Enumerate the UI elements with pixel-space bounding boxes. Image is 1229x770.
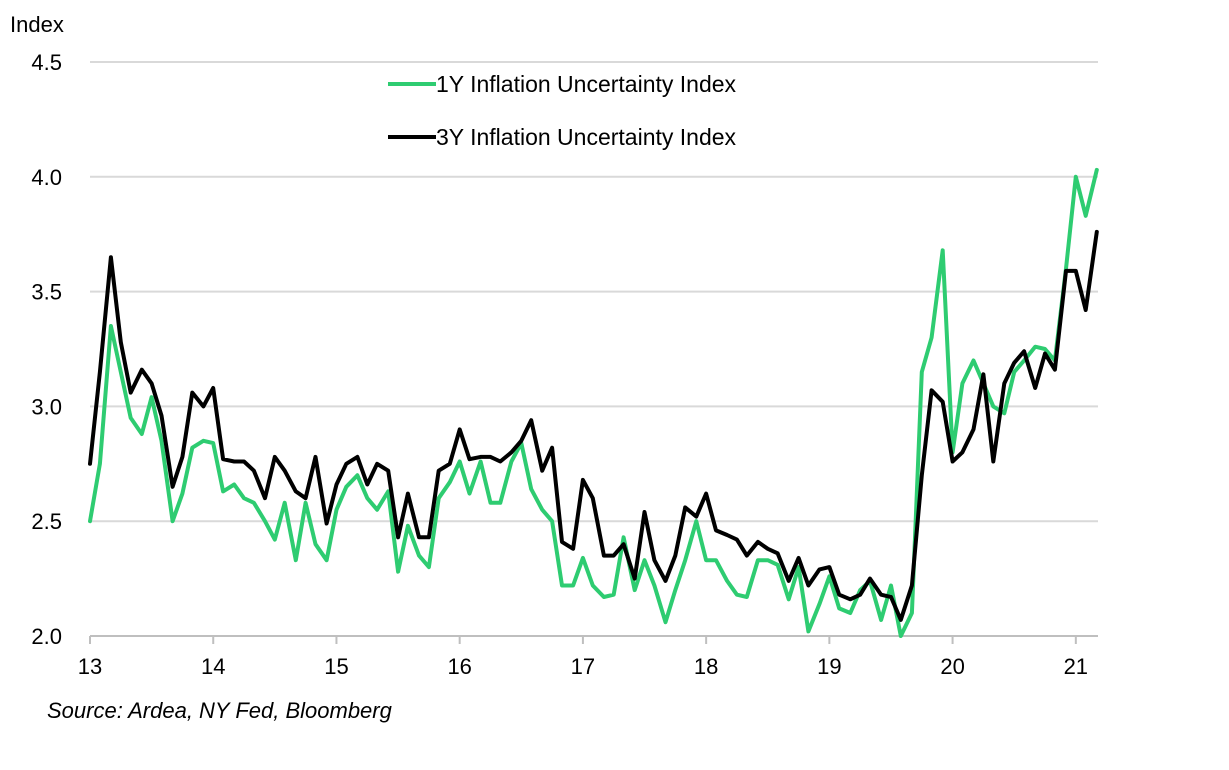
x-tick-label: 18 [694,654,718,679]
y-axis-ticks: 2.0 2.5 3.0 3.5 4.0 4.5 [31,50,62,649]
y-tick-label: 2.0 [31,624,62,649]
y-tick-label: 2.5 [31,509,62,534]
y-tick-label: 3.0 [31,394,62,419]
legend-label-1y: 1Y Inflation Uncertainty Index [436,71,737,97]
series-line-3y [88,229,1099,622]
x-tick-label: 15 [324,654,348,679]
x-tick-label: 16 [447,654,471,679]
y-tick-label: 4.5 [31,50,62,75]
y-tick-label: 4.0 [31,165,62,190]
series-lines [88,167,1099,638]
legend: 1Y Inflation Uncertainty Index 3Y Inflat… [388,71,737,150]
x-tick-label: 14 [201,654,225,679]
source-note: Source: Ardea, NY Fed, Bloomberg [47,698,393,723]
y-tick-label: 3.5 [31,280,62,305]
x-axis: 13 14 15 16 17 18 19 20 21 [78,635,1098,679]
legend-label-3y: 3Y Inflation Uncertainty Index [436,124,737,150]
x-tick-label: 21 [1064,654,1088,679]
x-tick-label: 13 [78,654,102,679]
x-tick-label: 20 [940,654,964,679]
x-tick-label: 19 [817,654,841,679]
y-axis-label: Index [10,12,64,37]
x-tick-label: 17 [571,654,595,679]
series-line-1y [88,167,1099,638]
